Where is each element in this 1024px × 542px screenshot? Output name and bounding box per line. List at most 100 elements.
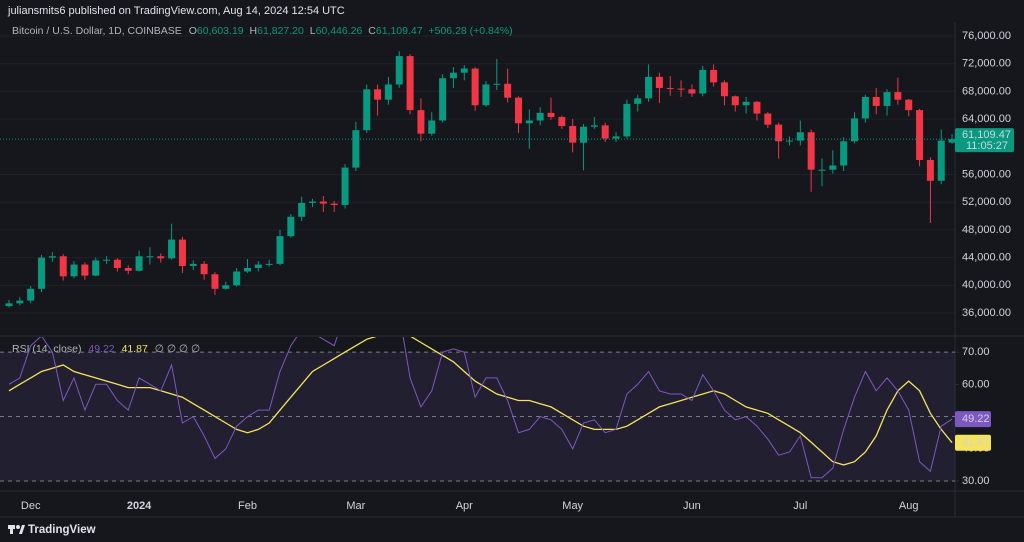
candle-body [645, 76, 653, 99]
footer-logo [8, 525, 25, 534]
candle-body [319, 201, 327, 204]
ohlc-value: 60,603.19 [197, 25, 244, 37]
ohlc-value: 61,827.20 [257, 25, 304, 37]
candle-body [363, 89, 371, 131]
candle-body [178, 239, 186, 266]
series-line [8, 337, 953, 466]
candle-body [753, 101, 761, 114]
candle-body [287, 216, 295, 237]
ohlc-key: O [189, 25, 197, 37]
candle-body [710, 69, 718, 83]
candle-body [785, 140, 793, 142]
candle-body [894, 92, 902, 100]
ohlc-key: L [310, 25, 316, 37]
x-tick-label: May [562, 500, 583, 512]
candle-body [775, 124, 783, 142]
x-tick-label: Mar [346, 500, 365, 512]
rsi-legend: RSI (14, close) 49.22 41.87 ∅ ∅ ∅ ∅ [12, 343, 200, 355]
candle-body [384, 84, 392, 100]
y-tick-label: 64,000.00 [962, 113, 1011, 125]
countdown: 11:05:27 [966, 140, 1008, 152]
candle-body [298, 202, 306, 217]
candle-body [634, 98, 642, 104]
candle-body [840, 141, 848, 166]
candle-body [222, 285, 230, 289]
candle-body [655, 76, 663, 88]
x-tick-label: Aug [899, 500, 919, 512]
candle-body [330, 203, 338, 205]
candle-body [38, 257, 46, 289]
candle-body [807, 132, 815, 170]
candle-body [514, 97, 522, 124]
candle-body [428, 120, 436, 134]
candle-body [699, 69, 707, 94]
footer: TradingView [28, 524, 96, 536]
candle-body [580, 126, 588, 143]
x-tick-label: 2024 [127, 500, 152, 512]
candle-body [27, 288, 35, 301]
candle-body [677, 88, 685, 90]
candle-body [742, 101, 750, 106]
candle-body [168, 239, 176, 259]
candle-body [569, 126, 577, 143]
y-tick-label: 60.00 [962, 378, 990, 390]
candle-body [504, 83, 512, 98]
y-tick-label: 70.00 [962, 346, 990, 358]
candle-body [341, 167, 349, 205]
ohlc-value: 60,446.26 [316, 25, 363, 37]
chart-title: Bitcoin / U.S. Dollar, 1D, COINBASE [12, 25, 182, 37]
candle-body [113, 259, 121, 269]
y-tick-label: 72,000.00 [962, 58, 1011, 70]
y-tick-label: 52,000.00 [962, 196, 1011, 208]
change: +506.28 (+0.84%) [429, 25, 513, 37]
ohlc-key: H [250, 25, 258, 37]
legend-value: 41.87 [122, 343, 148, 355]
candle-body [233, 271, 241, 286]
candle-body [254, 264, 262, 269]
candle-body [309, 201, 317, 203]
candle-body [417, 110, 425, 134]
candle-body [731, 96, 739, 106]
candle-body [70, 264, 78, 277]
last-value-label: 49.22 [962, 413, 990, 425]
candle-body [92, 260, 100, 276]
last-price-box [955, 128, 1014, 153]
legend-value: 49.22 [88, 343, 114, 355]
x-tick-label: Dec [21, 500, 41, 512]
legend-flags: ∅ ∅ ∅ ∅ [155, 343, 200, 355]
candle-body [851, 118, 859, 142]
candle-body [720, 82, 728, 97]
candle-body [612, 136, 620, 139]
title-line: Bitcoin / U.S. Dollar, 1D, COINBASE O60,… [12, 25, 513, 37]
y-tick-label: 56,000.00 [962, 168, 1011, 180]
candle-body [601, 125, 609, 139]
candle-body [525, 120, 533, 124]
series-line [8, 337, 953, 479]
candle-body [948, 139, 955, 143]
candle-body [829, 165, 837, 170]
candles [5, 51, 955, 308]
y-tick-label: 36,000.00 [962, 307, 1011, 319]
y-tick-label: 76,000.00 [962, 30, 1011, 42]
candle-body [189, 263, 197, 266]
candle-body [352, 130, 360, 168]
candle-body [536, 112, 544, 121]
x-tick-label: Feb [238, 500, 257, 512]
candle-body [211, 274, 219, 289]
y-tick-label: 68,000.00 [962, 85, 1011, 97]
rsi-lines [8, 337, 953, 479]
candle-body [406, 56, 414, 111]
candle-body [200, 263, 208, 275]
candle-body [460, 68, 468, 73]
candle-body [471, 68, 479, 106]
candle-body [818, 169, 826, 171]
candle-body [124, 268, 132, 271]
candle-body [449, 72, 457, 79]
candle-body [861, 96, 869, 119]
candle-body [81, 264, 89, 276]
x-tick-label: Jul [793, 500, 807, 512]
candle-body [764, 113, 772, 125]
last-value-box [955, 411, 991, 428]
